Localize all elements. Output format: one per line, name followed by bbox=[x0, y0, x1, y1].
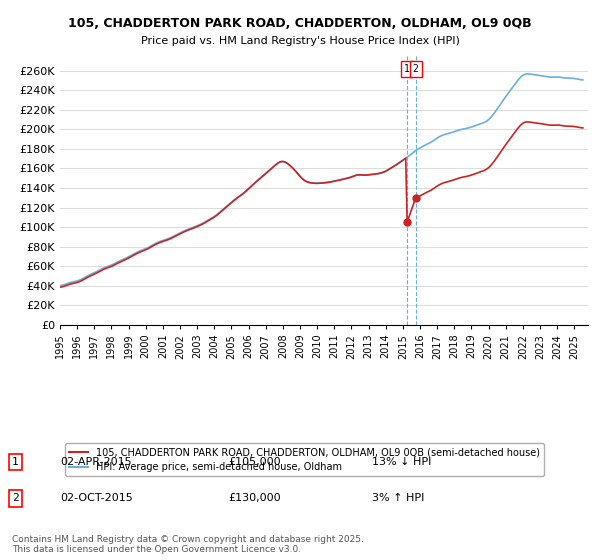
Text: Contains HM Land Registry data © Crown copyright and database right 2025.
This d: Contains HM Land Registry data © Crown c… bbox=[12, 535, 364, 554]
Text: £105,000: £105,000 bbox=[228, 457, 281, 467]
Legend: 105, CHADDERTON PARK ROAD, CHADDERTON, OLDHAM, OL9 0QB (semi-detached house), HP: 105, CHADDERTON PARK ROAD, CHADDERTON, O… bbox=[65, 443, 544, 476]
Text: 3% ↑ HPI: 3% ↑ HPI bbox=[372, 493, 424, 503]
Text: 02-OCT-2015: 02-OCT-2015 bbox=[60, 493, 133, 503]
Text: 2: 2 bbox=[413, 64, 419, 74]
Text: Price paid vs. HM Land Registry's House Price Index (HPI): Price paid vs. HM Land Registry's House … bbox=[140, 36, 460, 46]
Text: 1: 1 bbox=[404, 64, 410, 74]
Text: £130,000: £130,000 bbox=[228, 493, 281, 503]
Text: 1: 1 bbox=[12, 457, 19, 467]
Text: 2: 2 bbox=[12, 493, 19, 503]
Text: 13% ↓ HPI: 13% ↓ HPI bbox=[372, 457, 431, 467]
Text: 02-APR-2015: 02-APR-2015 bbox=[60, 457, 131, 467]
Text: 105, CHADDERTON PARK ROAD, CHADDERTON, OLDHAM, OL9 0QB: 105, CHADDERTON PARK ROAD, CHADDERTON, O… bbox=[68, 17, 532, 30]
